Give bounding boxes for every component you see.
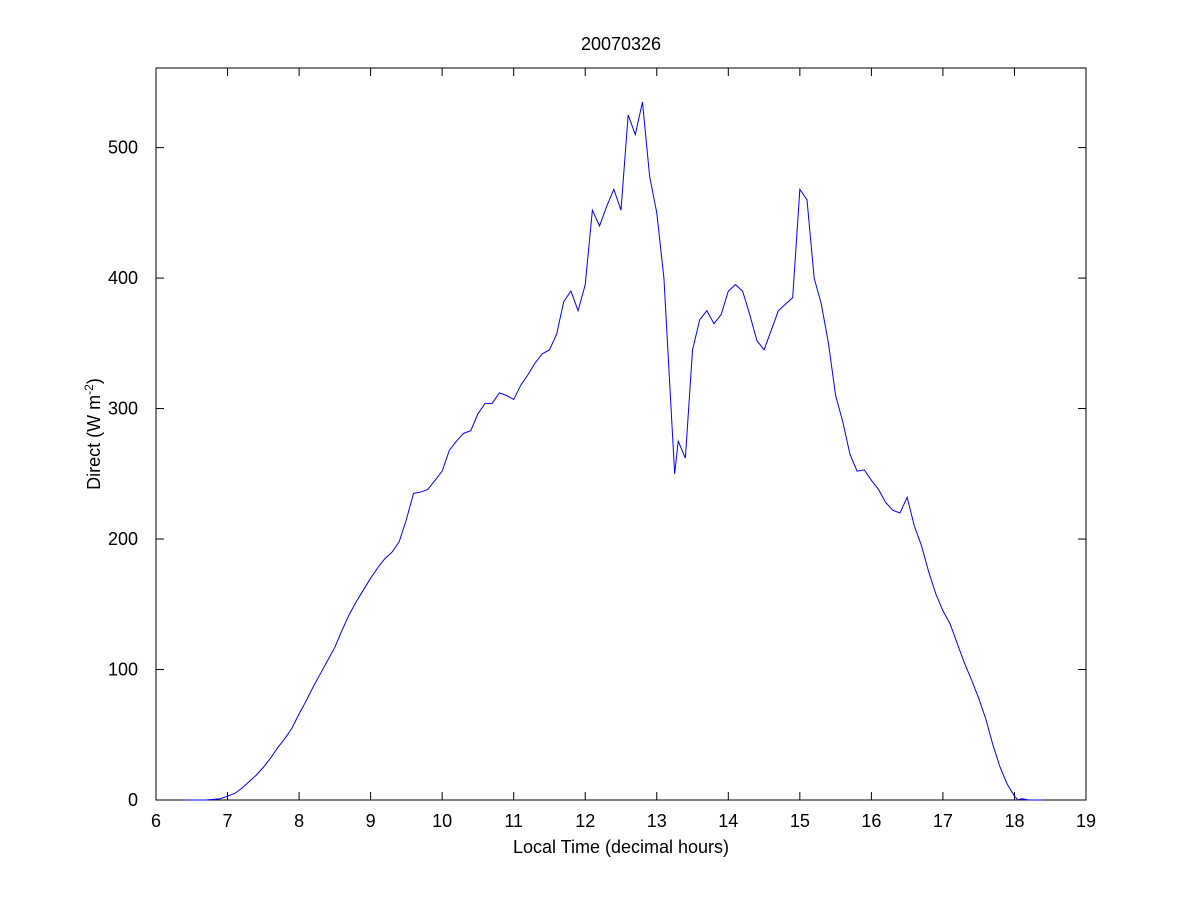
x-tick-label: 17 [933, 811, 953, 831]
x-tick-label: 14 [718, 811, 738, 831]
y-label-end: ) [84, 378, 104, 384]
x-tick-label: 8 [294, 811, 304, 831]
x-tick-label: 9 [366, 811, 376, 831]
y-tick-label: 400 [108, 268, 138, 288]
y-tick-label: 0 [128, 790, 138, 810]
x-tick-label: 6 [151, 811, 161, 831]
y-axis-label: Direct (W m-2) [82, 378, 104, 490]
y-label-main: Direct (W m [84, 395, 104, 490]
y-tick-label: 200 [108, 529, 138, 549]
x-tick-label: 7 [223, 811, 233, 831]
plot-area [155, 67, 1087, 801]
x-tick-label: 10 [432, 811, 452, 831]
x-tick-label: 11 [504, 811, 523, 831]
x-tick-label: 19 [1076, 811, 1096, 831]
y-tick-label: 100 [108, 660, 138, 680]
chart-title: 20070326 [581, 34, 661, 54]
x-axis-label: Local Time (decimal hours) [513, 837, 729, 857]
x-tick-label: 18 [1004, 811, 1024, 831]
data-line [184, 101, 1044, 801]
y-label-exponent: -2 [82, 384, 96, 395]
y-tick-label: 500 [108, 138, 138, 158]
y-tick-label: 300 [108, 399, 138, 419]
x-tick-label: 12 [575, 811, 595, 831]
x-tick-label: 13 [647, 811, 667, 831]
x-tick-label: 16 [861, 811, 881, 831]
x-tick-label: 15 [790, 811, 810, 831]
